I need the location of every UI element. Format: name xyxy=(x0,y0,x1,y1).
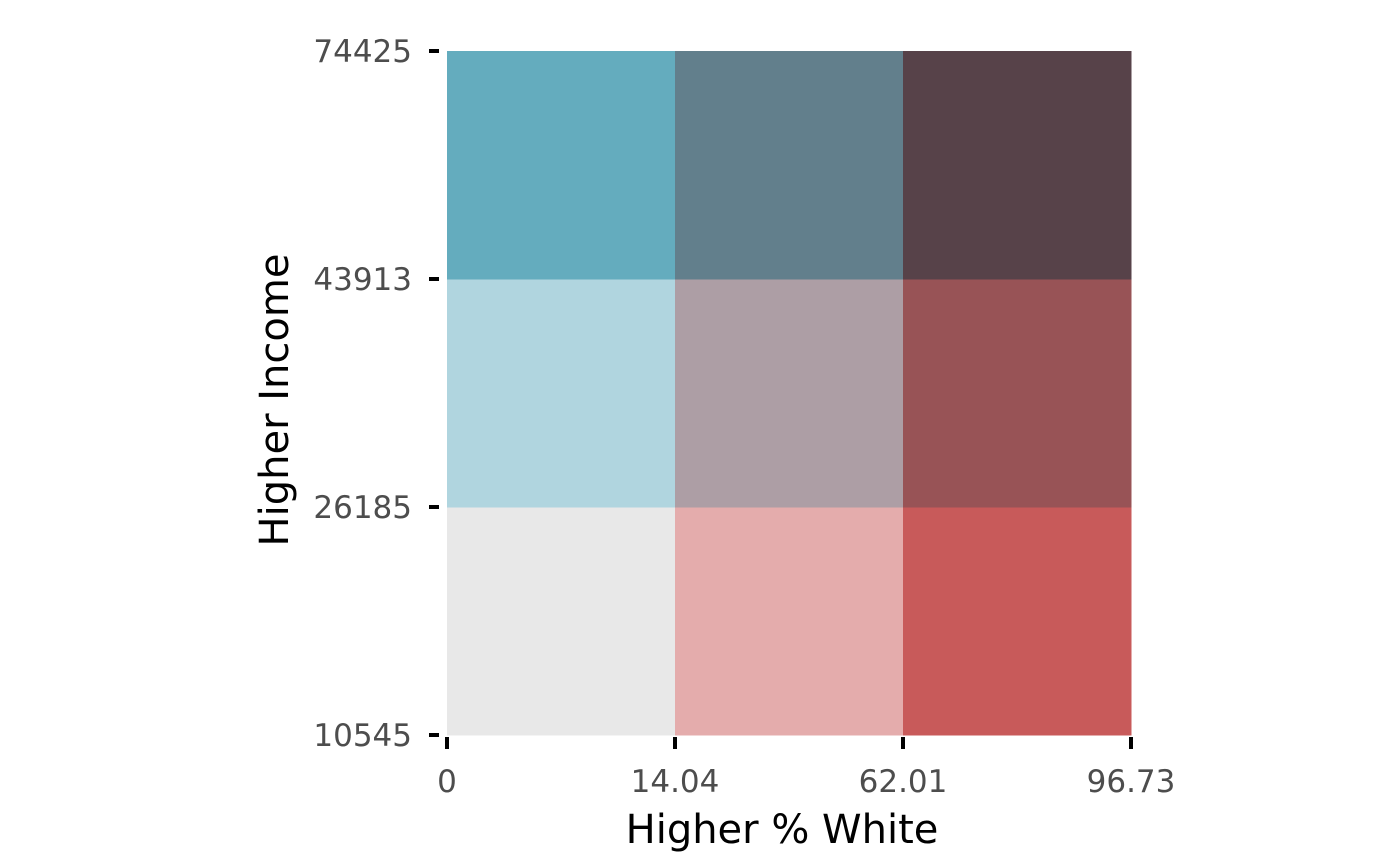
x-tick-label: 96.73 xyxy=(1087,764,1176,800)
cell-c3-r1 xyxy=(903,507,1132,736)
cell-c1-r2 xyxy=(447,279,676,508)
y-tick-label: 10545 xyxy=(313,718,412,754)
x-tick-label: 62.01 xyxy=(859,764,948,800)
x-tick-label: 0 xyxy=(437,764,457,800)
cell-c2-r1 xyxy=(675,507,904,736)
y-axis: 10545 26185 43913 74425 xyxy=(313,34,439,754)
cell-c1-r3 xyxy=(447,51,676,280)
y-tick-label: 26185 xyxy=(313,490,412,526)
cell-c1-r1 xyxy=(447,507,676,736)
x-axis-title: Higher % White xyxy=(626,807,939,853)
x-axis: 0 14.04 62.01 96.73 xyxy=(437,737,1175,800)
y-tick-label: 74425 xyxy=(313,34,412,70)
y-tick-label: 43913 xyxy=(313,262,412,298)
cell-c3-r2 xyxy=(903,279,1132,508)
y-axis-title: Higher Income xyxy=(252,254,298,547)
cell-grid xyxy=(447,51,1132,736)
cell-c2-r3 xyxy=(675,51,904,280)
cell-c3-r3 xyxy=(903,51,1132,280)
x-tick-label: 14.04 xyxy=(631,764,720,800)
cell-c2-r2 xyxy=(675,279,904,508)
